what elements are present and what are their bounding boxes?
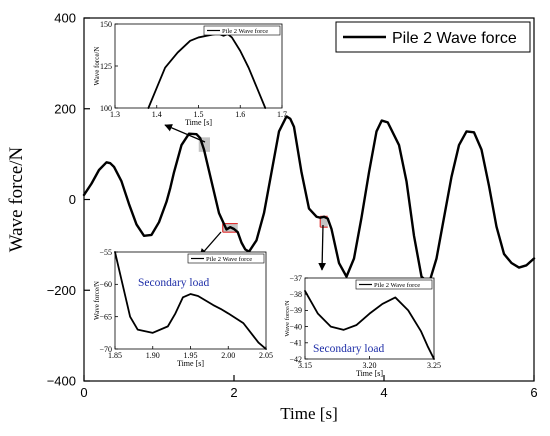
inset-left-y-tick-label: −55 bbox=[99, 248, 112, 257]
inset-right-x-tick-label: 3.20 bbox=[363, 361, 377, 370]
inset-top-x-axis-label: Time [s] bbox=[185, 118, 212, 127]
inset-left-x-tick-label: 2.00 bbox=[221, 351, 235, 360]
main-x-tick-label: 4 bbox=[380, 385, 387, 400]
inset-left-y-tick-label: −65 bbox=[99, 312, 112, 321]
inset-right-y-tick-label: −41 bbox=[289, 339, 302, 348]
main-x-tick-label: 0 bbox=[80, 385, 87, 400]
zoom-region-3 bbox=[320, 216, 328, 228]
main-y-tick-label: 0 bbox=[69, 192, 76, 207]
inset-right-x-axis-label: Time [s] bbox=[356, 369, 383, 378]
inset-left-panel: 1.85 1.90 1.95 2.00 2.05 −70 −65 −60 −55 Time [s]… bbox=[93, 248, 273, 368]
inset-left-plot-area bbox=[115, 252, 266, 349]
inset-right-annotation: Secondary load bbox=[313, 343, 384, 355]
inset-right-y-tick-label: −38 bbox=[289, 290, 302, 299]
inset-left-annotation: Secondary load bbox=[138, 277, 209, 289]
main-x-axis-label: Time [s] bbox=[280, 404, 337, 423]
inset-right-y-tick-label: −37 bbox=[289, 274, 302, 283]
inset-right-legend bbox=[355, 279, 433, 290]
inset-top-y-axis-label: Wave force/N bbox=[93, 47, 101, 86]
main-legend-label: Pile 2 Wave force bbox=[392, 30, 517, 47]
inset-right-y-tick-label: −42 bbox=[289, 355, 302, 364]
main-y-tick-label: 200 bbox=[54, 101, 76, 116]
main-y-tick-label: −400 bbox=[47, 374, 76, 389]
inset-top-x-tick-label: 1.7 bbox=[277, 110, 287, 119]
main-x-tick-label: 6 bbox=[530, 385, 537, 400]
inset-left-legend bbox=[187, 253, 265, 264]
inset-top-y-tick-label: 150 bbox=[100, 20, 112, 29]
inset-left-legend-label: Pile 2 Wave force bbox=[206, 256, 252, 263]
inset-top-y-tick-label: 125 bbox=[100, 62, 112, 71]
main-y-tick-label: 400 bbox=[54, 11, 76, 26]
inset-right-y-tick-label: −39 bbox=[289, 306, 302, 315]
inset-right-y-axis-label: Wave force/N bbox=[284, 300, 291, 336]
inset-right-x-tick-label: 3.15 bbox=[298, 361, 312, 370]
inset-top-y-tick-label: 100 bbox=[100, 104, 112, 113]
inset-left-y-axis-label: Wave force/N bbox=[93, 281, 101, 320]
inset-right-series-line-1 bbox=[304, 290, 435, 360]
inset-top-x-tick-label: 1.5 bbox=[194, 110, 204, 119]
inset-left-x-tick-label: 1.90 bbox=[146, 351, 160, 360]
inset-left-x-tick-label: 1.85 bbox=[108, 351, 122, 360]
inset-right-panel: 3.15 3.20 3.25 −42 −41 −40 −39 −38 −37 Time [s] Wa… bbox=[284, 274, 441, 378]
inset-top-panel: 1.3 1.4 1.5 1.6 1.7 100 125 150 Time [s] Wave for… bbox=[93, 20, 287, 127]
inset-right-x-tick-label: 3.25 bbox=[427, 361, 441, 370]
inset-top-x-tick-label: 1.4 bbox=[152, 110, 162, 119]
arrow-to-inset-top bbox=[164, 124, 206, 143]
main-series-line-1 bbox=[82, 115, 536, 285]
inset-top-x-tick-label: 1.3 bbox=[110, 110, 120, 119]
inset-top-x-tick-label: 1.6 bbox=[235, 110, 245, 119]
inset-right-legend-label: Pile 2 Wave force bbox=[374, 282, 420, 289]
inset-left-x-tick-label: 1.95 bbox=[184, 351, 198, 360]
zoom-region-outline-2 bbox=[222, 222, 238, 233]
main-y-tick-label: −200 bbox=[47, 283, 76, 298]
inset-top-legend bbox=[203, 25, 281, 36]
inset-left-series-line-1 bbox=[114, 251, 267, 350]
arrow-to-inset-right bbox=[318, 224, 327, 271]
zoom-region-1 bbox=[198, 137, 210, 152]
inset-left-y-tick-label: −70 bbox=[99, 345, 112, 354]
inset-top-legend-label: Pile 2 Wave force bbox=[222, 28, 268, 35]
inset-right-y-tick-label: −40 bbox=[289, 322, 302, 331]
inset-left-x-tick-label: 2.05 bbox=[259, 351, 273, 360]
inset-left-x-axis-label: Time [s] bbox=[177, 359, 204, 368]
inset-left-y-tick-label: −60 bbox=[99, 280, 112, 289]
main-y-axis-label: Wave force/N bbox=[6, 146, 27, 252]
main-x-tick-label: 2 bbox=[230, 385, 237, 400]
